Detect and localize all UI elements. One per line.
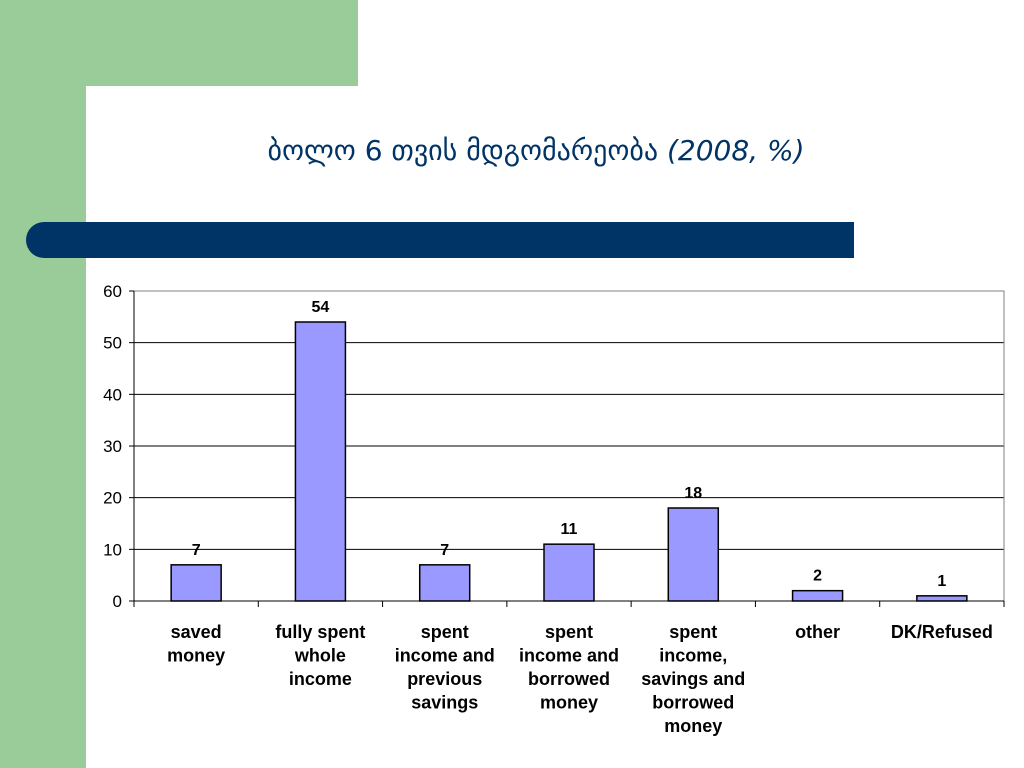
category-label: income and xyxy=(519,646,619,666)
data-label: 54 xyxy=(312,299,330,316)
y-tick-label: 60 xyxy=(103,282,122,301)
y-tick-label: 30 xyxy=(103,437,122,456)
bar xyxy=(294,321,347,602)
data-label: 11 xyxy=(561,521,578,538)
data-label: 7 xyxy=(192,542,201,559)
data-label: 7 xyxy=(440,542,449,559)
category-label: spent xyxy=(669,622,717,642)
slide-title-main: ბოლო 6 თვის მდგომარეობა xyxy=(267,134,659,167)
y-tick-label: 20 xyxy=(103,489,122,508)
labels: 0 10 20 30 40 50 60 7 saved money 54 fully spent who… xyxy=(103,282,993,736)
bar xyxy=(170,564,222,602)
y-tick-label: 0 xyxy=(113,592,122,611)
category-label: fully spent xyxy=(275,622,365,642)
category-label: spent xyxy=(421,622,469,642)
bar xyxy=(916,595,968,602)
bar xyxy=(418,564,471,602)
slide-title-sub: (2008, %) xyxy=(667,134,805,167)
bar xyxy=(791,589,844,602)
category-label: previous xyxy=(407,669,482,689)
data-label: 18 xyxy=(684,485,702,502)
category-label: income, xyxy=(659,646,727,666)
y-tick-label: 40 xyxy=(103,385,122,404)
category-label: spent xyxy=(545,622,593,642)
category-label: money xyxy=(540,693,598,713)
data-label: 2 xyxy=(813,568,822,585)
green-top-band xyxy=(0,0,358,86)
y-tick-label: 10 xyxy=(103,540,122,559)
category-label: money xyxy=(167,646,225,666)
slide-title: ბოლო 6 თვის მდგომარეობა (2008, %) xyxy=(86,134,986,167)
category-label: DK/Refused xyxy=(891,622,993,642)
category-label: borrowed xyxy=(528,669,610,689)
data-label: 1 xyxy=(937,573,946,590)
category-label: income xyxy=(289,669,352,689)
y-tick-label: 50 xyxy=(103,334,122,353)
category-label: saved xyxy=(171,622,222,642)
category-label: income and xyxy=(395,646,495,666)
category-label: other xyxy=(795,622,840,642)
category-label: money xyxy=(664,716,722,736)
category-label: savings xyxy=(411,693,478,713)
grid-lines xyxy=(134,290,1004,550)
bar xyxy=(543,543,595,602)
category-label: savings and xyxy=(641,669,745,689)
green-side-band xyxy=(0,0,86,768)
bar xyxy=(667,507,720,602)
bars xyxy=(170,321,968,602)
category-label: borrowed xyxy=(652,693,734,713)
content-panel xyxy=(86,86,1024,768)
category-label: whole xyxy=(294,646,346,666)
title-underline-bar xyxy=(26,222,854,258)
